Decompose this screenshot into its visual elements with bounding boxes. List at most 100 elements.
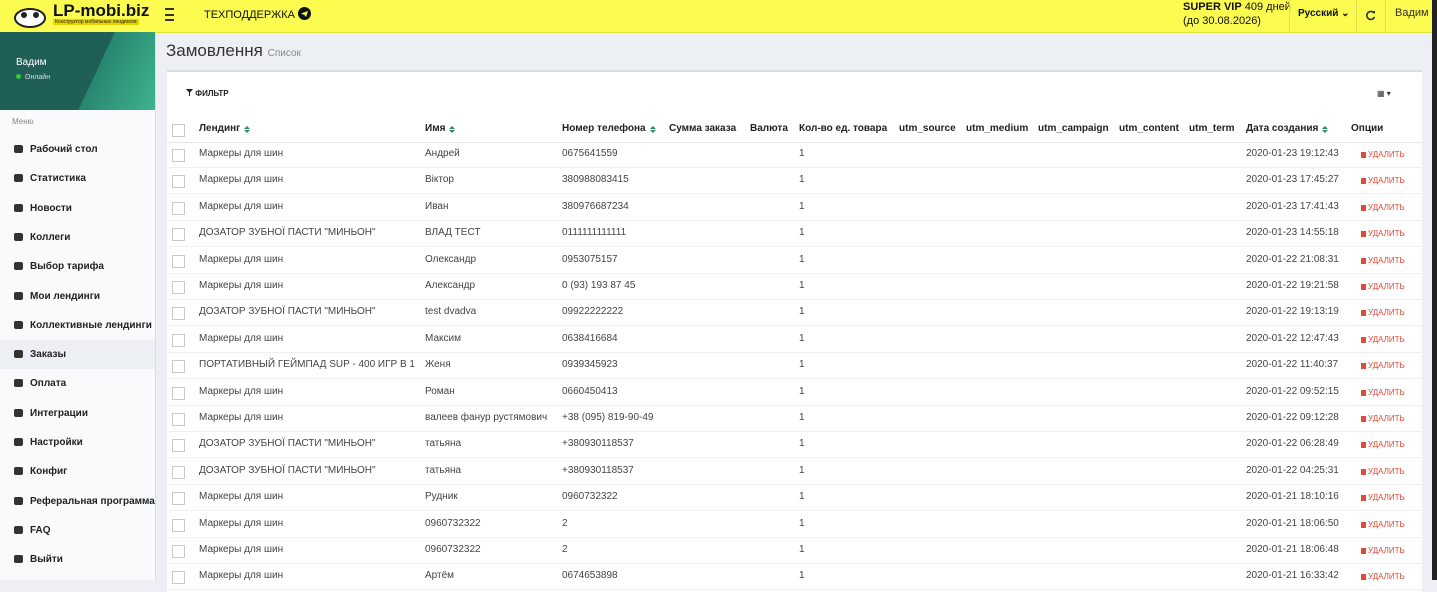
delete-button[interactable]: удалить <box>1361 150 1405 159</box>
column-header[interactable]: Имя <box>425 123 456 134</box>
delete-button[interactable]: удалить <box>1361 282 1405 291</box>
cell-phone: 380988083415 <box>562 174 629 186</box>
delete-button[interactable]: удалить <box>1361 572 1405 581</box>
row-checkbox[interactable] <box>172 201 185 215</box>
cell-phone: +38 (095) 819-90-49 <box>562 412 654 423</box>
columns-toggle[interactable]: ▦ ▾ <box>1377 89 1391 98</box>
filter-button[interactable]: ФИЛЬТР <box>186 89 229 98</box>
row-checkbox[interactable] <box>172 545 185 558</box>
menu-item[interactable]: FAQ <box>0 516 155 545</box>
menu-item[interactable]: Реферальная программа <box>0 487 155 516</box>
cell-date: 2020-01-22 09:52:15 <box>1246 385 1339 397</box>
cell-date: 2020-01-22 06:28:49 <box>1246 438 1339 450</box>
row-checkbox[interactable] <box>172 386 185 400</box>
logo-subtitle: Конструктор мобильных лендингов <box>53 19 139 25</box>
row-border <box>167 378 1422 380</box>
menu-item[interactable]: Интеграции <box>0 399 155 428</box>
menu-toggle[interactable] <box>165 8 174 21</box>
delete-button[interactable]: удалить <box>1361 467 1405 476</box>
row-border <box>167 589 1422 591</box>
refresh-button[interactable] <box>1365 10 1376 21</box>
cell-phone: 0660450413 <box>562 385 618 397</box>
menu-item[interactable]: Рабочий стол <box>0 135 155 164</box>
cell-landing: Маркеры для шин <box>199 332 284 344</box>
delete-button[interactable]: удалить <box>1361 256 1405 265</box>
row-checkbox[interactable] <box>172 360 185 374</box>
cell-name: Александр <box>425 280 476 291</box>
menu-item[interactable]: Статистика <box>0 164 155 193</box>
window-edge <box>1432 0 1437 580</box>
cell-name: Андрей <box>425 148 460 159</box>
menu-icon <box>14 232 23 241</box>
delete-button[interactable]: удалить <box>1361 361 1405 370</box>
select-all-checkbox[interactable] <box>172 124 185 137</box>
cell-qty: 1 <box>799 438 805 450</box>
delete-button[interactable]: удалить <box>1361 335 1405 344</box>
menu-icon <box>14 379 23 388</box>
delete-button[interactable]: удалить <box>1361 308 1405 317</box>
row-checkbox[interactable] <box>172 281 185 294</box>
column-header[interactable]: Дата создания <box>1246 123 1329 134</box>
delete-button[interactable]: удалить <box>1361 388 1405 397</box>
delete-button[interactable]: удалить <box>1361 440 1405 449</box>
menu-item[interactable]: Заказы <box>0 340 155 370</box>
logo[interactable]: LP-mobi.biz Конструктор мобильных лендин… <box>0 0 155 32</box>
user-menu[interactable]: Вадим <box>1395 7 1429 19</box>
cell-landing: ПОРТАТИВНЫЙ ГЕЙМПАД SUP - 400 ИГР В 1 <box>199 359 415 371</box>
row-checkbox[interactable] <box>172 465 185 479</box>
row-checkbox[interactable] <box>172 228 185 242</box>
menu-item[interactable]: Коллеги <box>0 223 155 252</box>
delete-button[interactable]: удалить <box>1361 520 1405 529</box>
row-border <box>167 325 1422 327</box>
menu-item[interactable]: Выбор тарифа <box>0 252 155 281</box>
language: Русский <box>1298 8 1339 19</box>
menu-item[interactable]: Новости <box>0 194 155 223</box>
separator <box>1356 0 1357 32</box>
row-checkbox[interactable] <box>172 307 185 321</box>
menu-item[interactable]: Коллективные лендинги <box>0 311 155 340</box>
menu-icon <box>14 408 23 417</box>
delete-button[interactable]: удалить <box>1361 546 1405 555</box>
menu-icon <box>14 525 23 534</box>
menu-text: Интеграции <box>30 407 88 419</box>
menu-icon <box>14 320 23 329</box>
menu-item[interactable]: Настройки <box>0 428 155 457</box>
plan-info: SUPER VIP 409 дней (до 30.08.2026) <box>1183 0 1291 28</box>
row-checkbox[interactable] <box>172 149 185 162</box>
row-checkbox[interactable] <box>172 571 185 585</box>
cell-name: Максим <box>425 332 461 344</box>
cell-phone: 0111111111111 <box>562 227 627 239</box>
delete-button[interactable]: удалить <box>1361 203 1405 212</box>
row-checkbox[interactable] <box>172 492 185 506</box>
cell-phone: 0638416684 <box>562 332 618 344</box>
cell-qty: 1 <box>799 491 805 503</box>
row-checkbox[interactable] <box>172 439 185 453</box>
delete-button[interactable]: удалить <box>1361 414 1405 423</box>
delete-button[interactable]: удалить <box>1361 176 1405 185</box>
row-border <box>167 272 1422 274</box>
column-header[interactable]: Номер телефона <box>562 123 656 134</box>
cell-date: 2020-01-21 18:10:16 <box>1246 491 1339 503</box>
column-header: utm_campaign <box>1038 123 1109 134</box>
column-header[interactable]: Лендинг <box>199 123 251 134</box>
delete-button[interactable]: удалить <box>1361 493 1405 502</box>
row-checkbox[interactable] <box>172 413 185 426</box>
cell-name: валеев фанур рустямович <box>425 412 548 423</box>
menu-item[interactable]: Оплата <box>0 369 155 398</box>
cell-landing: ДОЗАТОР ЗУБНОЇ ПАСТИ "МИНЬОН" <box>199 306 376 318</box>
support-link[interactable]: ТЕХПОДДЕРЖКА <box>204 7 312 21</box>
logo-icon <box>14 8 46 28</box>
row-checkbox[interactable] <box>172 518 185 532</box>
row-checkbox[interactable] <box>172 254 185 268</box>
row-checkbox[interactable] <box>172 175 185 189</box>
cell-landing: Маркеры для шин <box>199 544 284 555</box>
menu-item[interactable]: Выйти <box>0 545 155 574</box>
menu-item[interactable]: Конфиг <box>0 457 155 486</box>
cell-phone: +380930118537 <box>562 438 634 450</box>
menu-icon <box>14 262 23 271</box>
menu-item[interactable]: Мои лендинги <box>0 282 155 311</box>
language-select[interactable]: Русский ⌄ <box>1298 8 1350 19</box>
column-header: Опции <box>1351 123 1384 134</box>
row-checkbox[interactable] <box>172 333 185 347</box>
delete-button[interactable]: удалить <box>1361 229 1405 238</box>
